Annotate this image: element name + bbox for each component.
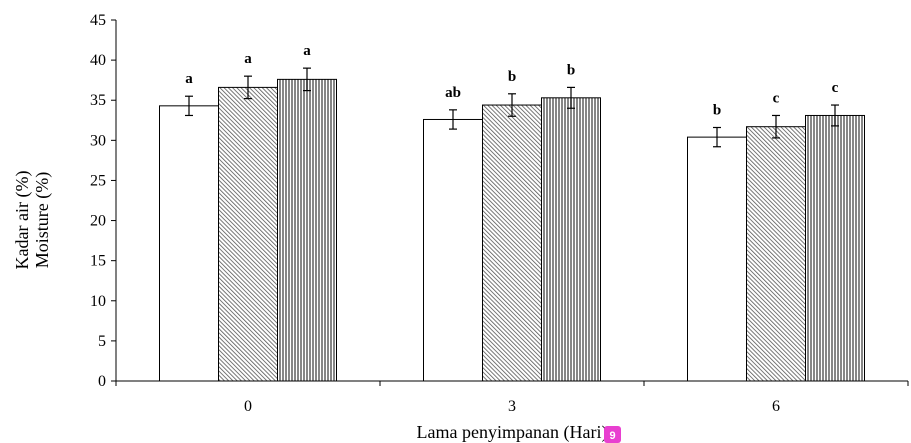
y-tick-label: 30 <box>90 132 106 149</box>
bar <box>746 126 806 382</box>
y-axis-title-line-1: Kadar air (%) <box>12 171 33 270</box>
bar <box>541 97 601 382</box>
bar <box>687 136 747 382</box>
y-axis-title: Kadar air (%) Moisture (%) <box>12 171 53 270</box>
y-tick-label: 35 <box>90 92 106 109</box>
bar <box>277 78 337 382</box>
y-tick-label: 10 <box>90 293 106 310</box>
significance-label: b <box>713 102 721 118</box>
bar <box>159 105 219 382</box>
significance-label: c <box>832 80 839 96</box>
significance-label: a <box>185 71 193 87</box>
y-tick-label: 20 <box>90 213 106 230</box>
bars <box>159 78 865 382</box>
significance-label: a <box>244 51 252 67</box>
y-tick-label: 25 <box>90 172 106 189</box>
significance-label: ab <box>445 85 461 101</box>
x-tick-label: 6 <box>772 398 780 415</box>
y-tick-label: 45 <box>90 12 106 29</box>
significance-label: a <box>303 43 311 59</box>
y-tick-label: 5 <box>98 333 106 350</box>
significance-labels: a a a ab b b b c c <box>185 43 838 118</box>
badge-background <box>604 426 621 443</box>
y-axis-title-line-2: Moisture (%) <box>32 172 53 268</box>
y-tick-label: 0 <box>98 373 106 390</box>
significance-label: b <box>567 62 575 78</box>
axes: 0 5 10 15 20 25 30 35 40 45 0 3 6 <box>90 12 909 415</box>
x-tick-label: 3 <box>508 398 516 415</box>
significance-label: b <box>508 69 516 85</box>
x-tick-label: 0 <box>244 398 252 415</box>
bar <box>805 114 865 382</box>
badge: 9 <box>604 426 621 443</box>
badge-label: 9 <box>609 430 615 442</box>
x-axis-title: Lama penyimpanan (Hari) <box>417 422 608 443</box>
bar <box>423 118 483 382</box>
bar <box>482 104 542 382</box>
bar <box>218 86 278 382</box>
y-tick-label: 40 <box>90 52 106 69</box>
significance-label: c <box>773 90 780 106</box>
error-bars <box>185 67 839 148</box>
y-tick-label: 15 <box>90 253 106 270</box>
